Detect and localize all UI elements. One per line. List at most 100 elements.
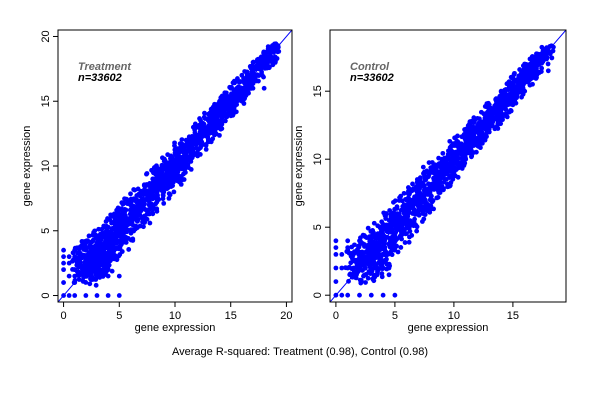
data-point bbox=[512, 97, 518, 103]
x-tick-label: 0 bbox=[333, 310, 339, 322]
data-point bbox=[105, 224, 111, 230]
data-point bbox=[468, 150, 473, 156]
data-point bbox=[495, 121, 501, 127]
data-point bbox=[213, 131, 219, 137]
data-point bbox=[466, 128, 471, 133]
data-point bbox=[89, 255, 95, 261]
data-point bbox=[379, 263, 385, 269]
data-point bbox=[150, 196, 156, 202]
data-point bbox=[82, 271, 88, 277]
data-point bbox=[375, 269, 380, 275]
data-point bbox=[450, 176, 456, 182]
data-point bbox=[223, 93, 229, 99]
data-point bbox=[212, 101, 217, 107]
data-point bbox=[433, 172, 439, 178]
data-point bbox=[368, 292, 374, 298]
data-point bbox=[134, 224, 140, 230]
data-point bbox=[404, 215, 410, 220]
data-point bbox=[103, 219, 109, 224]
data-point bbox=[412, 194, 417, 200]
data-point bbox=[543, 55, 549, 61]
data-point bbox=[506, 79, 512, 85]
data-point bbox=[545, 68, 551, 74]
data-point bbox=[425, 174, 430, 180]
data-point bbox=[165, 185, 171, 191]
data-point bbox=[183, 170, 188, 175]
data-point bbox=[455, 174, 461, 180]
data-point bbox=[235, 98, 241, 103]
data-point bbox=[333, 279, 339, 284]
data-point bbox=[143, 188, 149, 193]
data-point bbox=[172, 140, 177, 146]
data-point bbox=[346, 264, 352, 270]
data-point bbox=[406, 239, 412, 245]
data-point bbox=[360, 250, 366, 256]
data-point bbox=[489, 121, 495, 127]
data-point bbox=[343, 265, 348, 271]
x-tick-label: 0 bbox=[61, 310, 67, 322]
data-point bbox=[509, 75, 515, 81]
data-point bbox=[412, 216, 417, 222]
data-point bbox=[149, 167, 154, 173]
data-point bbox=[426, 181, 431, 187]
data-point bbox=[475, 143, 481, 149]
data-point bbox=[104, 267, 110, 273]
data-point bbox=[232, 80, 237, 86]
data-point bbox=[93, 282, 99, 288]
data-point bbox=[254, 58, 260, 64]
data-point bbox=[123, 207, 129, 213]
data-point bbox=[160, 189, 166, 194]
data-point bbox=[154, 163, 159, 169]
data-point bbox=[417, 184, 423, 189]
data-point bbox=[96, 226, 102, 232]
data-point bbox=[221, 112, 227, 118]
y-tick-label: 0 bbox=[312, 292, 324, 298]
data-point bbox=[80, 278, 86, 284]
data-point bbox=[128, 237, 134, 243]
data-point bbox=[175, 168, 181, 174]
data-point bbox=[476, 116, 482, 122]
data-point bbox=[193, 132, 199, 138]
data-point bbox=[370, 227, 376, 233]
data-point bbox=[445, 184, 450, 190]
data-point bbox=[91, 247, 97, 253]
data-point bbox=[270, 42, 276, 48]
data-point bbox=[421, 188, 427, 193]
data-point bbox=[199, 127, 205, 133]
x-axis-label: gene expression bbox=[408, 322, 489, 334]
data-point bbox=[107, 217, 113, 223]
data-point bbox=[536, 70, 542, 76]
data-point bbox=[119, 233, 125, 239]
data-point bbox=[61, 260, 66, 266]
data-point bbox=[169, 154, 174, 160]
data-point bbox=[529, 73, 535, 79]
data-point bbox=[193, 145, 199, 151]
data-point bbox=[243, 92, 249, 98]
y-axis-label: gene expression bbox=[293, 126, 305, 207]
data-point bbox=[171, 179, 176, 185]
data-point bbox=[110, 246, 115, 252]
data-point bbox=[434, 180, 440, 185]
data-point bbox=[115, 220, 121, 226]
data-point bbox=[491, 117, 497, 123]
data-point bbox=[372, 272, 377, 278]
data-point bbox=[161, 173, 167, 178]
data-point bbox=[487, 106, 493, 112]
data-point bbox=[371, 278, 377, 284]
data-point bbox=[508, 107, 514, 113]
data-point bbox=[197, 116, 202, 121]
data-point bbox=[520, 63, 526, 69]
data-point bbox=[202, 116, 208, 121]
data-point bbox=[399, 232, 405, 238]
data-point bbox=[391, 216, 396, 222]
data-point bbox=[120, 238, 126, 244]
y-tick-label: 5 bbox=[312, 224, 324, 230]
data-point bbox=[127, 211, 133, 217]
data-point bbox=[103, 258, 108, 264]
data-point bbox=[61, 280, 66, 285]
data-point bbox=[514, 93, 520, 99]
data-point bbox=[166, 195, 172, 201]
data-point bbox=[376, 256, 382, 261]
data-point bbox=[128, 191, 133, 197]
data-point bbox=[102, 272, 108, 277]
